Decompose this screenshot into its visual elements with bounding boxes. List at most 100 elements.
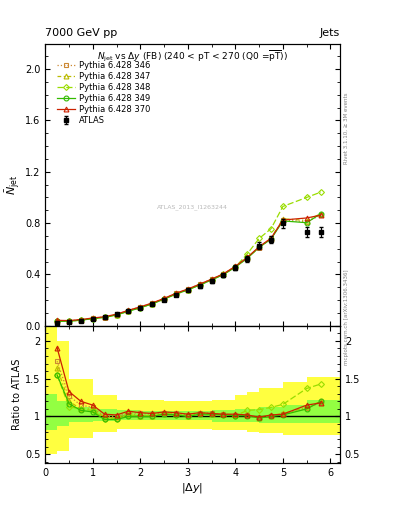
Pythia 6.428 349 [304, 220, 309, 226]
Pythia 6.428 347 [185, 287, 190, 293]
Pythia 6.428 347 [79, 317, 83, 323]
Pythia 6.428 346 [162, 295, 166, 302]
Pythia 6.428 370 [66, 317, 71, 324]
Pythia 6.428 347 [221, 271, 226, 277]
Pythia 6.428 347 [90, 315, 95, 322]
Pythia 6.428 346 [102, 314, 107, 320]
Pythia 6.428 346 [79, 317, 83, 323]
Pythia 6.428 348 [102, 314, 107, 321]
Pythia 6.428 370 [269, 235, 274, 241]
Pythia 6.428 347 [304, 218, 309, 224]
Pythia 6.428 346 [150, 300, 154, 306]
Pythia 6.428 348 [162, 296, 166, 302]
Pythia 6.428 348 [269, 226, 274, 232]
Pythia 6.428 346 [66, 318, 71, 324]
Text: Rivet 3.1.10, ≥ 3M events: Rivet 3.1.10, ≥ 3M events [344, 92, 349, 164]
Pythia 6.428 349 [138, 305, 143, 311]
Pythia 6.428 346 [114, 311, 119, 317]
Pythia 6.428 346 [55, 318, 59, 324]
Pythia 6.428 348 [281, 203, 285, 209]
Pythia 6.428 348 [174, 291, 178, 297]
Pythia 6.428 370 [185, 286, 190, 292]
Pythia 6.428 346 [245, 254, 250, 261]
Pythia 6.428 346 [221, 271, 226, 277]
Pythia 6.428 346 [304, 219, 309, 225]
Pythia 6.428 347 [209, 276, 214, 283]
Pythia 6.428 346 [269, 236, 274, 242]
Pythia 6.428 370 [209, 276, 214, 282]
Text: Jets: Jets [320, 28, 340, 38]
Pythia 6.428 349 [269, 236, 274, 242]
Pythia 6.428 370 [55, 317, 59, 324]
Pythia 6.428 349 [66, 318, 71, 324]
Legend: Pythia 6.428 346, Pythia 6.428 347, Pythia 6.428 348, Pythia 6.428 349, Pythia 6: Pythia 6.428 346, Pythia 6.428 347, Pyth… [55, 59, 152, 127]
Pythia 6.428 347 [162, 296, 166, 302]
Pythia 6.428 348 [66, 318, 71, 325]
Pythia 6.428 349 [90, 315, 95, 322]
Pythia 6.428 347 [114, 312, 119, 318]
Pythia 6.428 348 [90, 315, 95, 322]
Pythia 6.428 370 [233, 263, 238, 269]
Pythia 6.428 370 [197, 281, 202, 287]
Pythia 6.428 348 [138, 305, 143, 311]
Pythia 6.428 370 [114, 311, 119, 317]
Pythia 6.428 370 [90, 315, 95, 321]
Pythia 6.428 370 [281, 217, 285, 223]
Pythia 6.428 346 [138, 304, 143, 310]
Pythia 6.428 347 [245, 255, 250, 261]
Pythia 6.428 370 [102, 314, 107, 320]
Pythia 6.428 349 [102, 314, 107, 321]
Pythia 6.428 347 [269, 236, 274, 242]
Pythia 6.428 346 [257, 244, 261, 250]
Pythia 6.428 346 [209, 276, 214, 282]
Pythia 6.428 348 [126, 308, 131, 314]
Pythia 6.428 349 [233, 264, 238, 270]
Text: $N_\mathrm{jet}$ vs $\Delta y$ (FB) (240 < pT < 270 (Q0 =$\overline{\mathrm{pT}}: $N_\mathrm{jet}$ vs $\Delta y$ (FB) (240… [97, 49, 288, 65]
Pythia 6.428 370 [162, 295, 166, 302]
Pythia 6.428 348 [79, 317, 83, 323]
Pythia 6.428 347 [319, 210, 323, 217]
Pythia 6.428 346 [185, 286, 190, 292]
Line: Pythia 6.428 347: Pythia 6.428 347 [55, 211, 323, 324]
X-axis label: $|\Delta y|$: $|\Delta y|$ [182, 481, 204, 495]
Pythia 6.428 370 [150, 300, 154, 306]
Line: Pythia 6.428 348: Pythia 6.428 348 [55, 190, 323, 324]
Pythia 6.428 347 [66, 318, 71, 324]
Pythia 6.428 349 [319, 210, 323, 217]
Pythia 6.428 347 [174, 291, 178, 297]
Pythia 6.428 349 [209, 277, 214, 283]
Pythia 6.428 348 [233, 264, 238, 270]
Pythia 6.428 349 [126, 308, 131, 314]
Pythia 6.428 349 [150, 301, 154, 307]
Pythia 6.428 370 [257, 244, 261, 250]
Pythia 6.428 347 [102, 314, 107, 320]
Pythia 6.428 370 [221, 271, 226, 277]
Pythia 6.428 349 [174, 291, 178, 297]
Pythia 6.428 347 [55, 318, 59, 324]
Pythia 6.428 370 [138, 304, 143, 310]
Line: Pythia 6.428 346: Pythia 6.428 346 [55, 212, 323, 323]
Pythia 6.428 349 [197, 282, 202, 288]
Pythia 6.428 370 [304, 215, 309, 221]
Pythia 6.428 347 [233, 264, 238, 270]
Pythia 6.428 348 [304, 195, 309, 201]
Pythia 6.428 349 [55, 318, 59, 325]
Pythia 6.428 370 [319, 212, 323, 218]
Pythia 6.428 348 [209, 276, 214, 283]
Text: 7000 GeV pp: 7000 GeV pp [45, 28, 118, 38]
Pythia 6.428 347 [126, 308, 131, 314]
Pythia 6.428 348 [245, 251, 250, 257]
Pythia 6.428 347 [281, 216, 285, 222]
Pythia 6.428 349 [281, 218, 285, 224]
Pythia 6.428 370 [245, 254, 250, 261]
Pythia 6.428 346 [319, 212, 323, 218]
Y-axis label: $\bar{N}_\mathrm{jet}$: $\bar{N}_\mathrm{jet}$ [4, 175, 22, 195]
Pythia 6.428 349 [79, 317, 83, 323]
Pythia 6.428 347 [138, 305, 143, 311]
Text: mcplots.cern.ch [arXiv:1306.3436]: mcplots.cern.ch [arXiv:1306.3436] [344, 270, 349, 365]
Pythia 6.428 349 [245, 255, 250, 262]
Pythia 6.428 347 [197, 282, 202, 288]
Pythia 6.428 348 [55, 318, 59, 325]
Pythia 6.428 370 [79, 316, 83, 323]
Line: Pythia 6.428 349: Pythia 6.428 349 [55, 211, 323, 324]
